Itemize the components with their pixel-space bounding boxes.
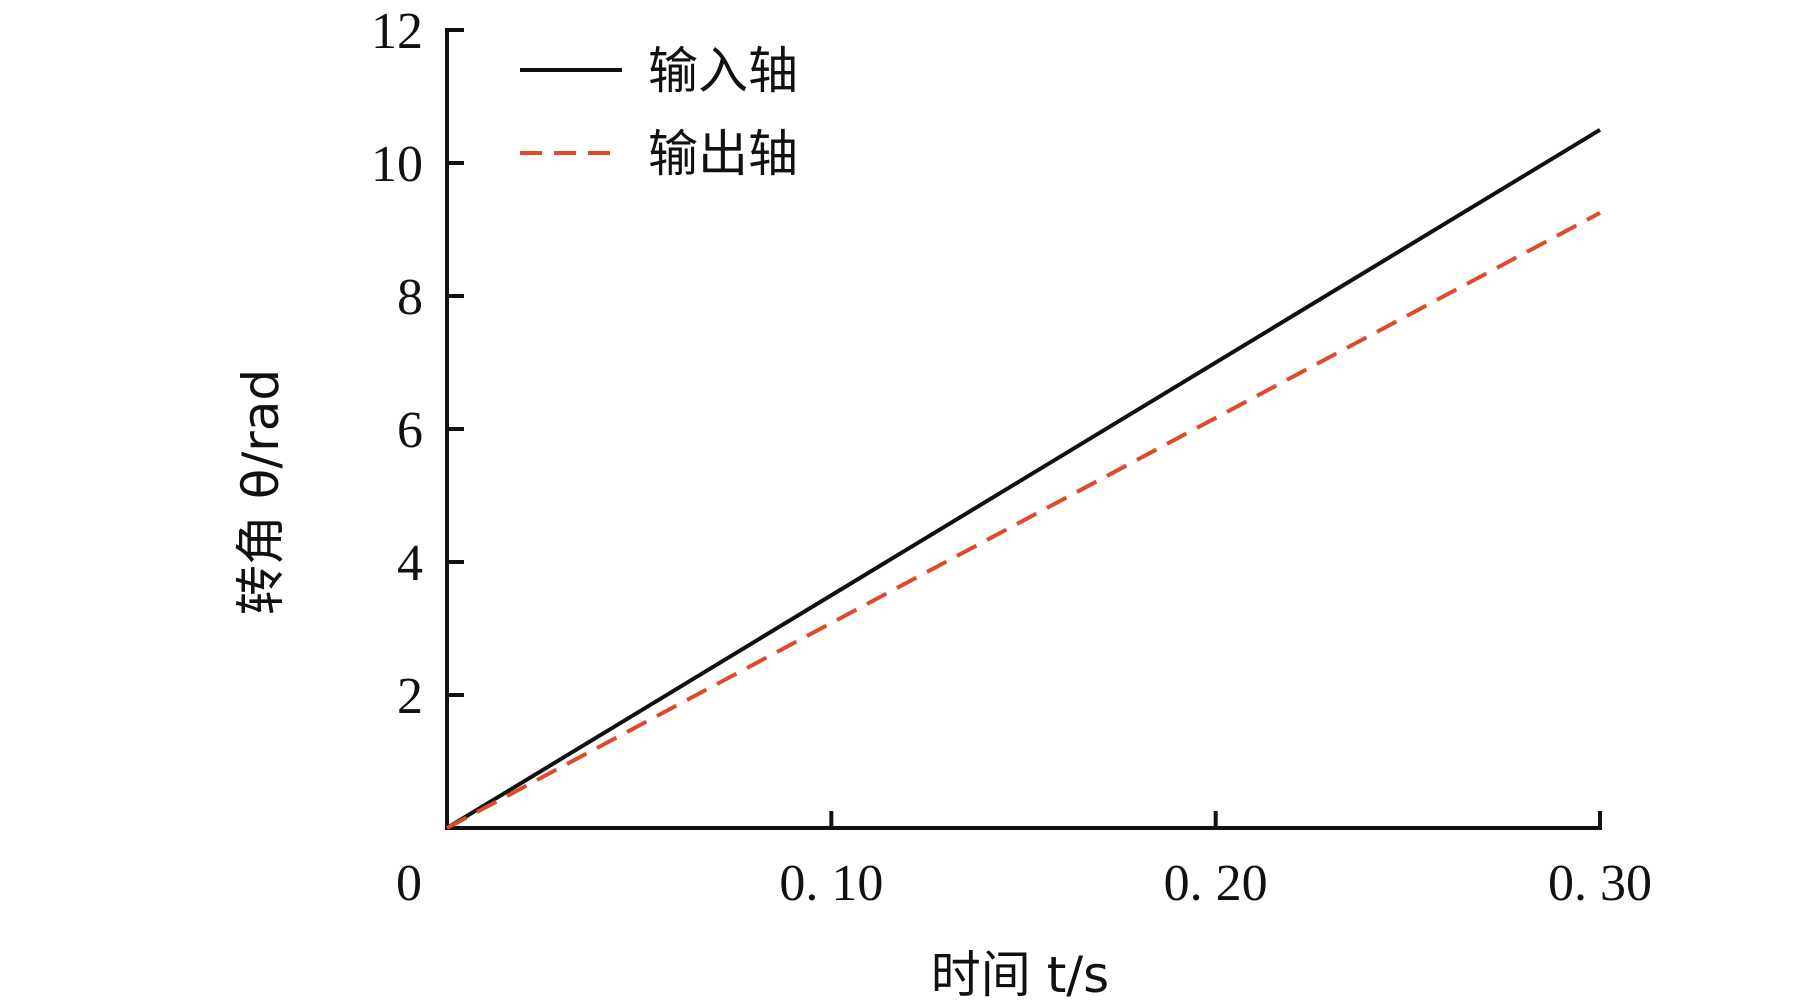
y-tick-label: 2 bbox=[397, 668, 423, 725]
x-axis-title: 时间 t/s bbox=[931, 946, 1109, 1004]
x-tick-label: 0. 20 bbox=[1164, 855, 1268, 912]
x-tick-label: 0. 30 bbox=[1548, 855, 1652, 912]
x-tick-label: 0 bbox=[396, 855, 422, 912]
ticks: 2 4 6 8 10 12 0 0. 10 0. 20 0. 30 bbox=[371, 3, 1652, 912]
series-lines bbox=[445, 128, 1602, 830]
series-line-2 bbox=[446, 211, 1601, 830]
series-line-1 bbox=[445, 128, 1602, 830]
y-tick-label: 8 bbox=[397, 269, 423, 326]
y-tick-label: 10 bbox=[371, 136, 423, 193]
axes bbox=[445, 28, 1602, 830]
legend-label-2: 输出轴 bbox=[648, 125, 798, 183]
x-tick-label: 0. 10 bbox=[779, 855, 883, 912]
y-tick-label: 4 bbox=[397, 535, 423, 592]
y-tick-label: 12 bbox=[371, 3, 423, 60]
y-tick-label: 6 bbox=[397, 402, 423, 459]
legend-label-1: 输入轴 bbox=[648, 42, 798, 100]
y-axis-title: 转角 θ/rad bbox=[232, 369, 290, 615]
